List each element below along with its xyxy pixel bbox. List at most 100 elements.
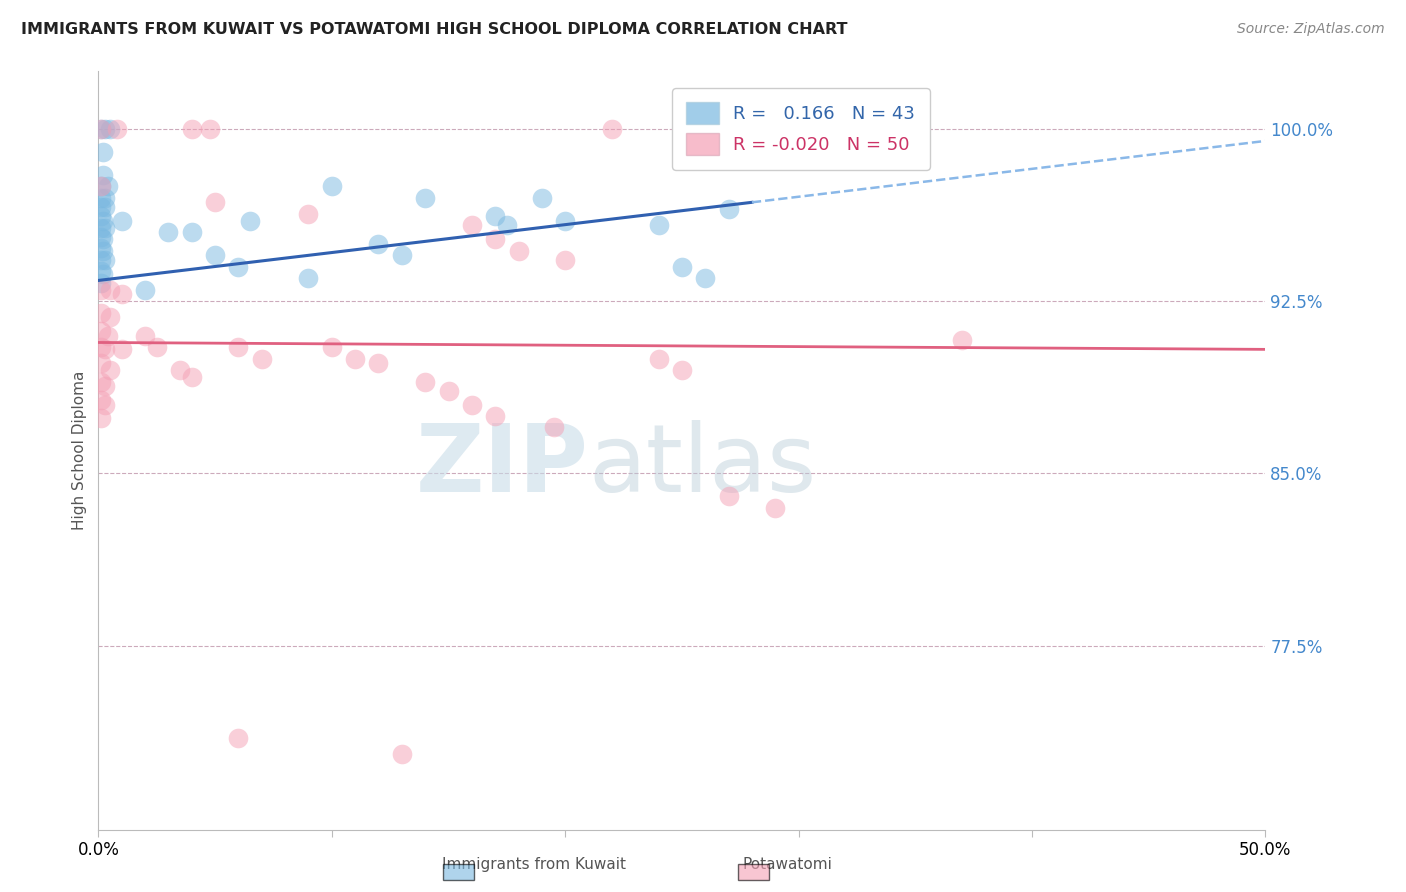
- Point: [437, 384, 460, 398]
- Point: [695, 271, 717, 285]
- Point: [647, 351, 669, 366]
- Point: [90, 179, 112, 194]
- Point: [98, 310, 121, 325]
- Point: [180, 370, 202, 384]
- Point: [200, 121, 222, 136]
- Text: Potawatomi: Potawatomi: [742, 857, 832, 872]
- Point: [98, 363, 121, 377]
- Point: [228, 340, 250, 354]
- Point: [90, 220, 112, 235]
- Point: [554, 252, 576, 267]
- Point: [90, 276, 112, 290]
- Point: [180, 121, 202, 136]
- Point: [90, 191, 112, 205]
- Point: [391, 248, 413, 262]
- Point: [146, 340, 169, 354]
- Point: [91, 145, 114, 159]
- Point: [90, 121, 112, 136]
- Point: [91, 213, 114, 227]
- Point: [90, 356, 112, 370]
- Point: [91, 267, 114, 281]
- Point: [647, 219, 669, 233]
- Point: [94, 200, 117, 214]
- Point: [671, 260, 693, 274]
- Point: [90, 283, 112, 297]
- Point: [391, 747, 413, 761]
- Point: [97, 179, 120, 194]
- Point: [204, 195, 226, 210]
- Y-axis label: High School Diploma: High School Diploma: [72, 371, 87, 530]
- Point: [413, 191, 436, 205]
- Point: [94, 379, 117, 393]
- Point: [763, 500, 786, 515]
- Point: [90, 200, 112, 214]
- Point: [461, 219, 484, 233]
- Point: [111, 287, 134, 301]
- Point: [250, 351, 273, 366]
- Point: [239, 213, 262, 227]
- Point: [297, 207, 319, 221]
- Point: [94, 252, 117, 267]
- Point: [90, 340, 112, 354]
- Text: IMMIGRANTS FROM KUWAIT VS POTAWATOMI HIGH SCHOOL DIPLOMA CORRELATION CHART: IMMIGRANTS FROM KUWAIT VS POTAWATOMI HIG…: [21, 22, 848, 37]
- Point: [367, 236, 389, 251]
- Point: [530, 191, 553, 205]
- Point: [90, 252, 112, 267]
- Point: [228, 731, 250, 745]
- Point: [91, 232, 114, 246]
- Point: [413, 375, 436, 389]
- Text: ZIP: ZIP: [416, 419, 589, 512]
- Point: [484, 232, 506, 246]
- Point: [134, 328, 156, 343]
- Point: [94, 191, 117, 205]
- Point: [90, 241, 112, 255]
- Point: [94, 397, 117, 411]
- Point: [461, 397, 484, 411]
- Point: [950, 333, 973, 347]
- Point: [90, 209, 112, 223]
- Point: [157, 225, 180, 239]
- Point: [508, 244, 530, 258]
- Point: [98, 283, 121, 297]
- Point: [91, 168, 114, 182]
- Point: [94, 220, 117, 235]
- Point: [105, 121, 128, 136]
- Text: atlas: atlas: [589, 419, 817, 512]
- Point: [134, 283, 156, 297]
- Point: [367, 356, 389, 370]
- Point: [111, 343, 134, 357]
- Point: [717, 490, 740, 504]
- Point: [97, 328, 120, 343]
- Point: [858, 121, 880, 136]
- Point: [554, 213, 576, 227]
- Point: [94, 343, 117, 357]
- Point: [90, 411, 112, 425]
- Point: [169, 363, 191, 377]
- Point: [90, 375, 112, 389]
- Point: [543, 420, 565, 434]
- Point: [344, 351, 367, 366]
- Point: [321, 340, 343, 354]
- Point: [111, 213, 134, 227]
- Point: [204, 248, 226, 262]
- Point: [671, 363, 693, 377]
- Point: [484, 209, 506, 223]
- Point: [90, 121, 112, 136]
- Point: [90, 229, 112, 244]
- Point: [90, 324, 112, 338]
- Point: [496, 219, 519, 233]
- Point: [90, 264, 112, 278]
- Point: [321, 179, 343, 194]
- Text: Source: ZipAtlas.com: Source: ZipAtlas.com: [1237, 22, 1385, 37]
- Point: [94, 121, 117, 136]
- Point: [90, 305, 112, 319]
- Point: [717, 202, 740, 217]
- Point: [98, 121, 121, 136]
- Point: [90, 179, 112, 194]
- Point: [297, 271, 319, 285]
- Legend: R =   0.166   N = 43, R = -0.020   N = 50: R = 0.166 N = 43, R = -0.020 N = 50: [672, 88, 929, 170]
- Point: [228, 260, 250, 274]
- Point: [180, 225, 202, 239]
- Point: [484, 409, 506, 423]
- Point: [91, 244, 114, 258]
